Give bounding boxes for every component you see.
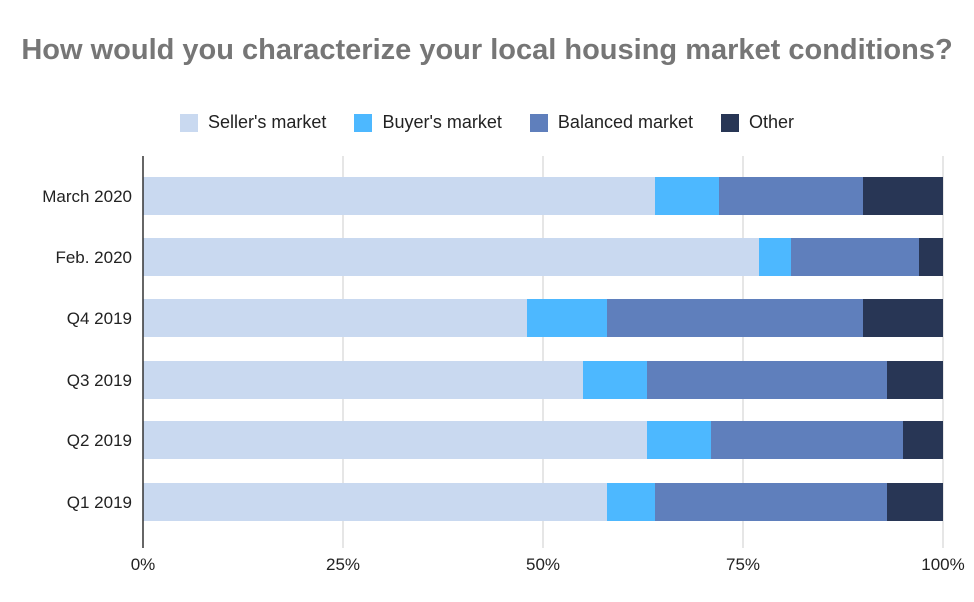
x-tick-label: 75% <box>726 555 760 574</box>
bar-seller-s-market-1 <box>143 238 759 276</box>
legend-swatch-sellers-market <box>179 113 198 132</box>
bar-seller-s-market-2 <box>143 299 527 337</box>
legend-label-buyers-market: Buyer's market <box>382 112 502 132</box>
y-tick-label: Q1 2019 <box>67 493 132 512</box>
legend-label-sellers-market: Seller's market <box>207 112 327 132</box>
x-tick-label: 50% <box>526 555 560 574</box>
x-tick-label: 100% <box>921 555 964 574</box>
bar-buyer-s-market-5 <box>607 483 655 521</box>
legend-item-sellers-market: Seller's market <box>179 112 327 133</box>
bar-other-4 <box>903 421 943 459</box>
legend: Seller's market Buyer's market Balanced … <box>0 112 974 133</box>
y-tick-label: Q3 2019 <box>67 371 132 390</box>
bar-balanced-market-0 <box>719 177 863 215</box>
bar-balanced-market-2 <box>607 299 863 337</box>
legend-item-other: Other <box>721 112 794 133</box>
bar-other-3 <box>887 361 943 399</box>
chart-title: How would you characterize your local ho… <box>21 34 953 66</box>
legend-label-balanced-market: Balanced market <box>557 112 693 132</box>
y-tick-label: Q2 2019 <box>67 431 132 450</box>
bar-seller-s-market-4 <box>143 421 647 459</box>
bar-balanced-market-1 <box>791 238 919 276</box>
bar-buyer-s-market-2 <box>527 299 607 337</box>
bar-balanced-market-5 <box>655 483 887 521</box>
bar-seller-s-market-3 <box>143 361 583 399</box>
bar-other-0 <box>863 177 943 215</box>
x-tick-label: 0% <box>131 555 156 574</box>
legend-swatch-balanced-market <box>529 113 548 132</box>
bar-seller-s-market-0 <box>143 177 655 215</box>
bar-buyer-s-market-0 <box>655 177 719 215</box>
y-tick-label: Q4 2019 <box>67 309 132 328</box>
bar-seller-s-market-5 <box>143 483 607 521</box>
legend-swatch-other <box>721 113 739 132</box>
bar-buyer-s-market-1 <box>759 238 791 276</box>
x-tick-label: 25% <box>326 555 360 574</box>
legend-item-balanced-market: Balanced market <box>529 112 693 133</box>
bar-buyer-s-market-3 <box>583 361 647 399</box>
bar-buyer-s-market-4 <box>647 421 711 459</box>
y-tick-label: Feb. 2020 <box>55 248 132 267</box>
y-tick-label: March 2020 <box>42 187 132 206</box>
legend-label-other: Other <box>749 112 795 132</box>
bar-balanced-market-4 <box>711 421 903 459</box>
legend-swatch-buyers-market <box>354 113 373 132</box>
bar-balanced-market-3 <box>647 361 887 399</box>
legend-item-buyers-market: Buyer's market <box>354 112 502 133</box>
bar-other-5 <box>887 483 943 521</box>
bar-other-2 <box>863 299 943 337</box>
bar-other-1 <box>919 238 943 276</box>
